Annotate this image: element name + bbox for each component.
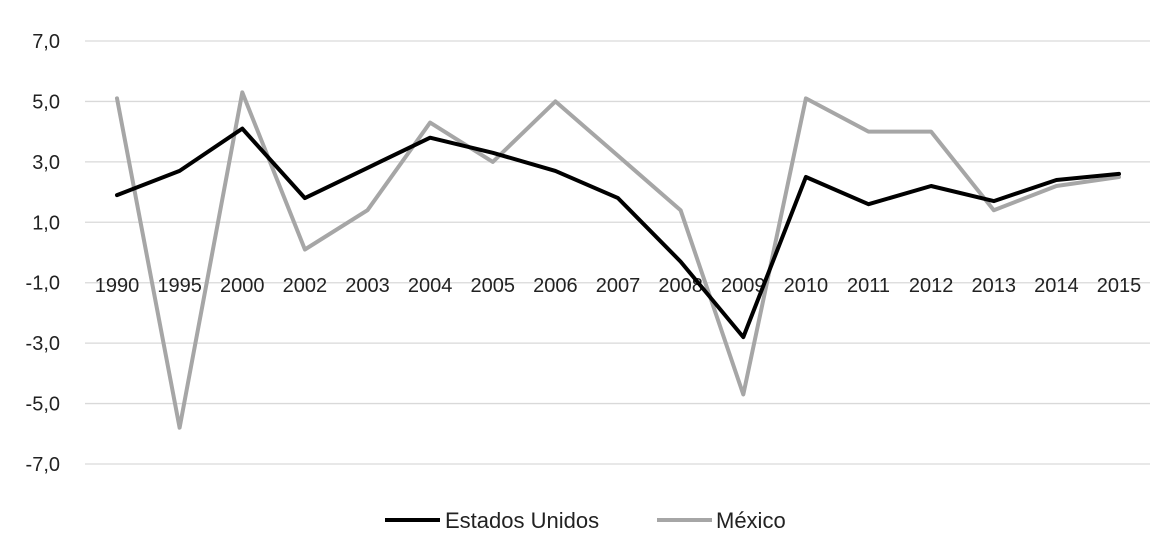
x-tick-label: 2007 <box>596 275 641 297</box>
gridlines <box>85 40 1150 465</box>
x-axis-ticks: 1990 1995 2000 2002 2003 2004 2005 2006 2007 2008… <box>95 275 1142 297</box>
series-lines <box>115 90 1121 430</box>
y-tick-label: 3,0 <box>32 152 60 174</box>
x-tick-label: 2015 <box>1097 275 1142 297</box>
x-tick-label: 2005 <box>471 275 516 297</box>
y-tick-label: -7,0 <box>26 454 60 476</box>
x-tick-label: 2002 <box>283 275 328 297</box>
x-tick-label: 2003 <box>345 275 390 297</box>
x-tick-label: 2012 <box>909 275 954 297</box>
x-tick-label: 2006 <box>533 275 578 297</box>
x-tick-label: 2010 <box>784 275 829 297</box>
x-tick-label: 2013 <box>972 275 1017 297</box>
y-tick-label: 1,0 <box>32 212 60 234</box>
x-tick-label: 1995 <box>157 275 202 297</box>
y-tick-label: 7,0 <box>32 31 60 53</box>
series-line-mexico <box>115 90 1121 430</box>
x-tick-label: 2011 <box>847 275 890 297</box>
x-tick-label: 2008 <box>658 275 703 297</box>
x-tick-label: 1990 <box>95 275 140 297</box>
legend-label-estados-unidos: Estados Unidos <box>445 508 599 533</box>
y-tick-label: -1,0 <box>26 273 60 295</box>
y-tick-label: -3,0 <box>26 333 60 355</box>
x-tick-label: 2004 <box>408 275 453 297</box>
y-axis-ticks: 7,0 5,0 3,0 1,0 -1,0 -3,0 -5,0 -7,0 <box>26 31 60 476</box>
x-tick-label: 2000 <box>220 275 265 297</box>
legend: Estados Unidos México <box>385 508 786 533</box>
y-tick-label: -5,0 <box>26 394 60 416</box>
y-tick-label: 5,0 <box>32 91 60 113</box>
legend-label-mexico: México <box>716 508 786 533</box>
x-tick-label: 2014 <box>1034 275 1079 297</box>
series-line-estados-unidos <box>115 126 1121 340</box>
x-tick-label: 2009 <box>721 275 766 297</box>
